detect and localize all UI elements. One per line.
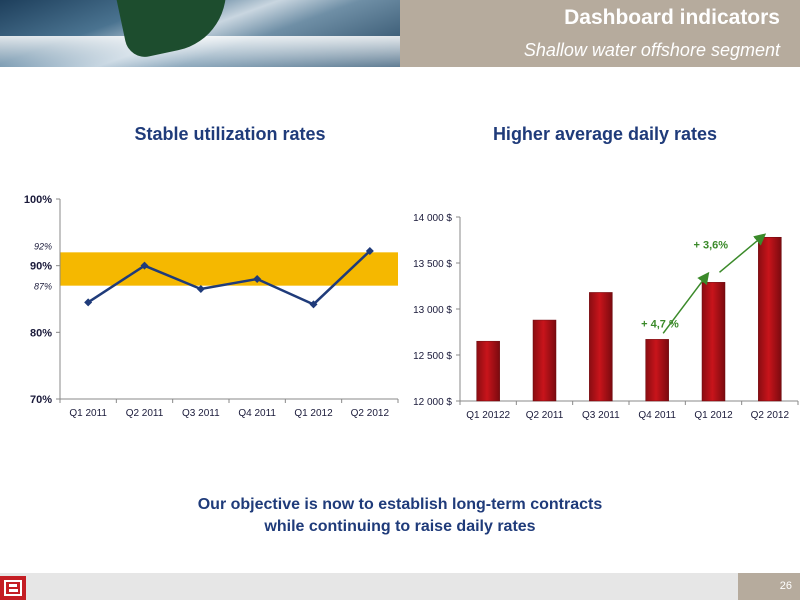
footer-bar [0,573,800,600]
x-tick-label: Q3 2011 [182,408,220,419]
x-tick-label: Q1 2012 [294,408,333,419]
y-tick-label: 80% [30,327,52,339]
chart-title-utilization: Stable utilization rates [134,124,326,144]
x-tick-label: Q1 20122 [466,410,510,421]
growth-arrow [662,271,710,334]
x-tick-label: Q2 2012 [351,408,390,419]
x-tick-label: Q2 2011 [126,408,164,419]
daily-rate-bar [532,319,557,402]
daily-rate-bar [589,292,613,402]
vessel-photo [0,0,400,67]
utilization-point [365,247,374,255]
x-tick-label: Q1 2011 [69,408,107,419]
utilization-point [84,298,93,307]
company-logo [0,576,26,600]
daily-rate-bar [476,340,500,402]
x-tick-label: Q3 2011 [582,410,620,421]
daily-rate-bar [758,236,782,402]
y-tick-label: 90% [30,261,52,273]
header: Dashboard indicators Shallow water offsh… [0,0,800,67]
y-tick-label: 14 000 $ [413,213,452,224]
utilization-series-line [87,250,371,306]
objective-line-1: Our objective is now to establish long-t… [197,496,603,513]
page-subtitle: Shallow water offshore segment [523,40,780,60]
daily-rate-bar [701,282,726,402]
growth-annotation: + 3,6% [694,239,729,251]
daily-rates-bar-chart: 12 000 $ 12 500 $ 13 000 $ 13 500 $ 14 000 $… [413,213,799,421]
growth-arrow [719,233,767,273]
page-title: Dashboard indicators [564,6,780,29]
x-tick-label: Q2 2011 [526,410,564,421]
utilization-point [196,285,205,293]
utilization-point [140,261,149,270]
x-tick-label: Q2 2012 [751,410,790,421]
growth-annotation: + 4,7 % [641,318,679,330]
y-tick-label: 100% [24,194,52,206]
y-tick-label: 13 500 $ [413,259,452,270]
band-high-label: 92% [34,241,52,251]
utilization-line-chart: 70% 80% 90% 100% 92% 87% Q1 2011 Q2 2011 Q3 2011… [24,194,399,419]
y-tick-label: 70% [30,394,52,406]
daily-rate-bar [645,339,669,402]
logo-mark-icon [4,580,22,596]
utilization-point [309,300,318,309]
x-tick-label: Q4 2011 [638,410,676,421]
x-tick-label: Q1 2012 [694,410,733,421]
x-tick-label: Q4 2011 [238,408,276,419]
title-bar: Dashboard indicators Shallow water offsh… [400,0,800,67]
objective-text: Our objective is now to establish long-t… [0,494,800,538]
band-low-label: 87% [34,282,52,292]
objective-line-2: while continuing to raise daily rates [264,518,536,535]
chart-title-daily-rates: Higher average daily rates [492,124,718,144]
y-tick-label: 12 000 $ [413,397,452,408]
y-tick-label: 12 500 $ [413,351,452,362]
wave [0,36,400,67]
utilization-target-band [60,252,398,286]
page-number: 26 [738,573,800,600]
y-tick-label: 13 000 $ [413,305,452,316]
utilization-point [253,275,262,283]
